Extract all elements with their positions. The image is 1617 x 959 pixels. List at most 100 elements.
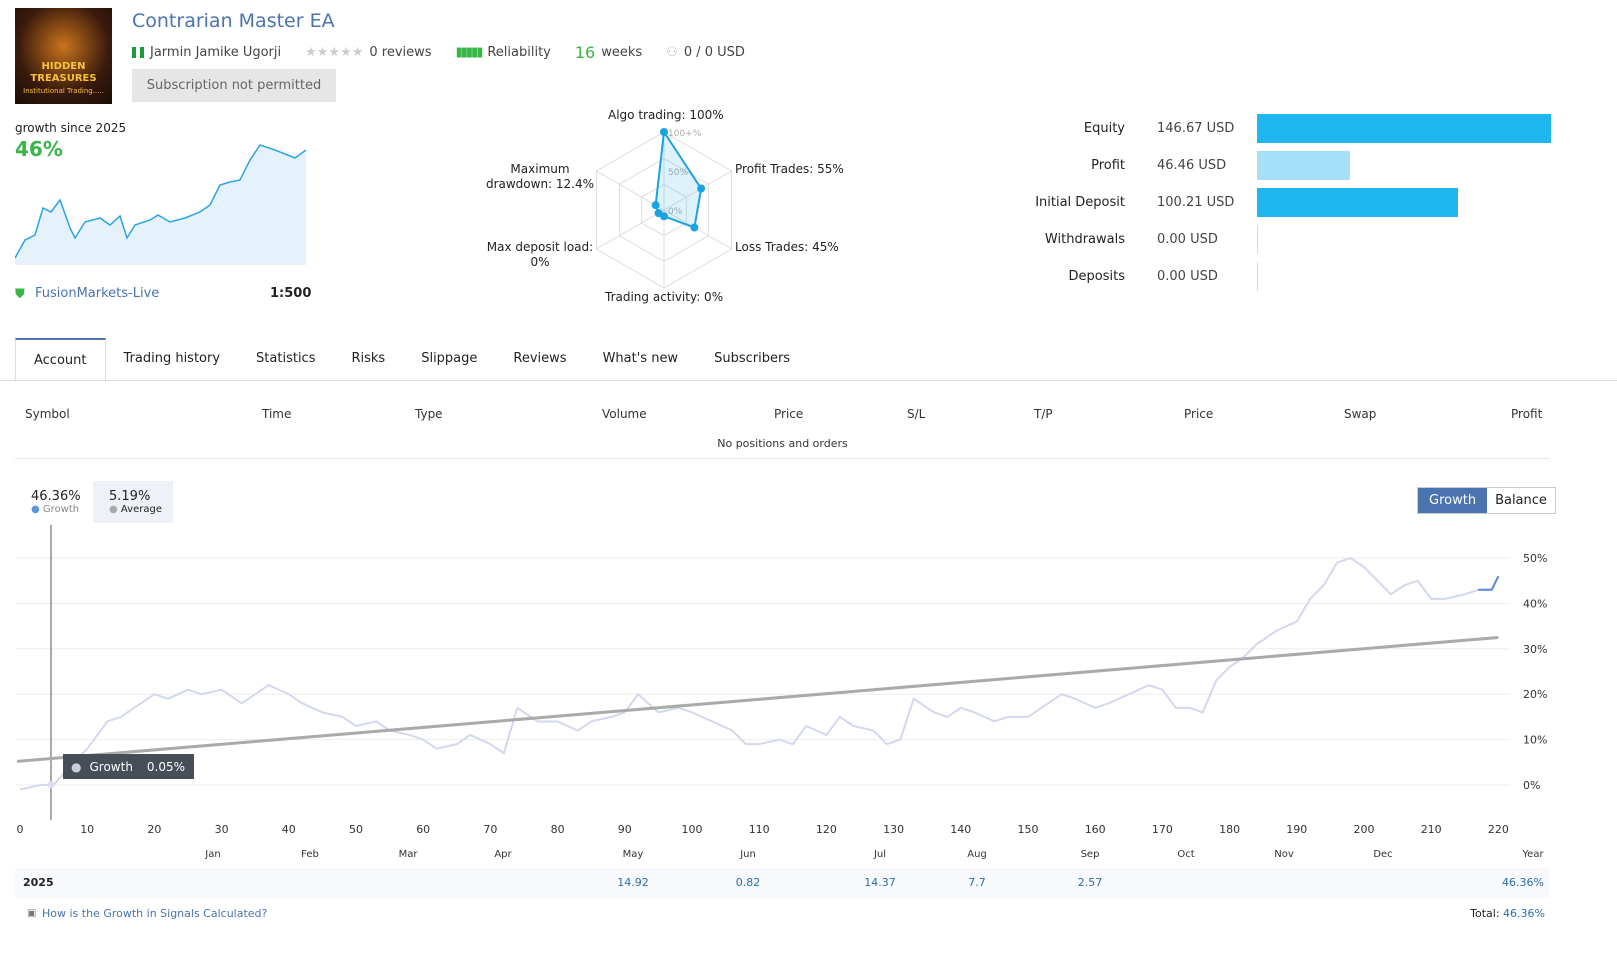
y-tick-label: 30% [1523,643,1547,656]
month-return: 2.57 [1077,876,1103,889]
balance-label: Profit [1091,158,1125,173]
x-tick-label: 220 [1488,823,1509,836]
tab-what-s-new[interactable]: What's new [602,351,679,366]
reviews-link[interactable]: 0 reviews [369,45,432,60]
month-return: 7.7 [968,876,986,889]
tab-account[interactable]: Account [15,338,106,382]
x-tick-label: 150 [1018,823,1039,836]
x-tick-label: 20 [147,823,161,836]
page-title: Contrarian Master EA [132,10,335,32]
author-link[interactable]: Jarmin Jamike Ugorji [150,45,282,60]
subscribe-button[interactable]: Subscription not permitted [132,69,336,102]
reliability-icon: ▮▮▮▮▮ [455,45,484,60]
month-label: Jul [873,849,886,860]
month-return: 14.37 [864,876,896,889]
month-return: 0.82 [735,876,761,889]
x-tick-label: 10 [80,823,94,836]
y-tick-label: 0% [1523,779,1540,792]
tab-slippage[interactable]: Slippage [421,351,478,366]
balance-toggle-button[interactable]: Balance [1495,493,1547,508]
y-tick-label: 50% [1523,552,1547,565]
x-tick-label: 90 [618,823,632,836]
x-tick-label: 80 [551,823,565,836]
radar-axis [596,209,665,250]
radar-ring-label: 50% [668,168,688,178]
column-header: Price [774,407,804,421]
column-header: Swap [1344,407,1377,421]
radar-point [660,128,668,136]
radar-label-activity: Trading activity: 0% [605,290,724,304]
x-tick-label: 0 [17,823,24,836]
x-tick-label: 180 [1219,823,1240,836]
y-tick-label: 40% [1523,597,1547,610]
month-label: Jun [739,849,756,860]
column-header: Volume [602,407,647,421]
radar-label-load: Max deposit load: 0% [486,240,594,269]
month-label: Apr [494,849,512,860]
x-tick-label: 30 [215,823,229,836]
balance-value: 0.00 USD [1157,232,1218,247]
x-tick-label: 160 [1085,823,1106,836]
balance-bar [1257,225,1258,254]
growth-toggle-button[interactable]: Growth [1418,488,1488,513]
tab-trading-history[interactable]: Trading history [123,351,221,366]
x-tick-label: 190 [1286,823,1307,836]
balance-value: 100.21 USD [1157,195,1235,210]
radar-label-drawdown: Maximum drawdown: 12.4% [485,162,595,191]
year-row: 2025 14.92 0.82 14.37 7.7 2.57 46.36% [15,868,1550,898]
column-header: Time [262,407,292,421]
radar-label-algo: Algo trading: 100% [608,108,724,122]
x-tick-label: 110 [749,823,770,836]
x-tick-label: 200 [1354,823,1375,836]
month-label: Sep [1081,849,1100,860]
broker-link[interactable]: FusionMarkets-Live [35,286,160,301]
month-label: Jan [204,849,220,860]
chart-tooltip: ● Growth 0.05% [63,754,195,779]
x-tick-label: 40 [282,823,296,836]
subscribers-icon: ⚇ [666,45,678,60]
y-tick-label: 10% [1523,734,1547,747]
month-label: Nov [1274,849,1294,860]
year-total: 46.36% [1502,876,1544,889]
tab-risks[interactable]: Risks [351,351,386,366]
average-line [16,635,1499,763]
leverage: 1:500 [270,286,312,301]
column-header: S/L [907,407,926,421]
tab-bar: Account Trading history Statistics Risks Sli… [15,338,808,382]
radar-point [690,223,699,232]
balance-bar [1257,188,1458,217]
x-tick-label: 120 [816,823,837,836]
weeks-number: 16 [574,43,596,62]
balance-bar [1257,262,1258,291]
month-label: May [623,849,644,860]
radar-point [651,201,660,210]
column-header: Profit [1511,407,1543,421]
tab-reviews[interactable]: Reviews [513,351,567,366]
flag-icon [132,47,144,58]
growth-line [19,556,1500,791]
positions-empty: No positions and orders [717,437,848,450]
legend-growth[interactable]: 46.36% ● Growth [31,489,81,515]
tab-subscribers[interactable]: Subscribers [714,351,791,366]
divider [15,458,1550,459]
column-header: Price [1184,407,1214,421]
x-tick-label: 210 [1421,823,1442,836]
x-tick-label: 130 [883,823,904,836]
balance-bar [1257,114,1551,143]
balance-value: 46.46 USD [1157,158,1227,173]
radar-ring-label: 0% [668,207,683,217]
balance-label: Initial Deposit [1035,195,1125,210]
info-icon: ▣ [27,908,37,919]
radar-point [654,209,663,218]
balance-value: 146.67 USD [1157,121,1235,136]
signal-meta: Jarmin Jamike Ugorji ★★★★★ 0 reviews ▮▮▮… [132,43,745,62]
column-header: T/P [1034,407,1053,421]
growth-calc-link[interactable]: How is the Growth in Signals Calculated? [42,907,268,920]
chart-toggle: Growth Balance [1417,487,1556,514]
tab-statistics[interactable]: Statistics [256,351,316,366]
legend-average[interactable]: 5.19% ● Average [93,481,173,523]
radar-ring-label: 100+% [668,129,702,139]
month-label: Aug [967,849,987,860]
growth-chart[interactable]: 0% 10% 20% 30% 40% 50% 0 10 20 30 40 50 60 70 80 90 100 1… [0,520,1617,870]
radar-label-loss: Loss Trades: 45% [735,240,839,254]
